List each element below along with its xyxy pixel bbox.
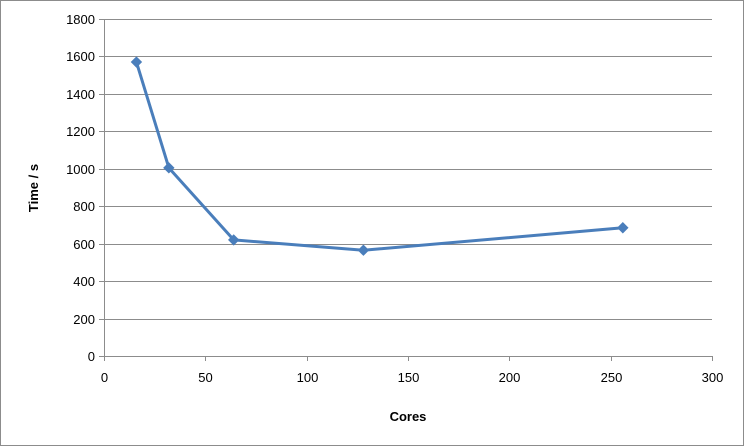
data-point xyxy=(617,222,629,234)
x-axis-title: Cores xyxy=(390,409,427,424)
x-tick-label: 250 xyxy=(601,370,623,385)
x-tick-label: 0 xyxy=(101,370,108,385)
x-tick-label: 100 xyxy=(297,370,319,385)
y-tick-label: 200 xyxy=(73,312,95,327)
data-point xyxy=(163,162,175,174)
tick-labels: 0 200 400 600 800 1000 1200 1400 1600 1800 0 50 100 1… xyxy=(66,12,723,385)
data-point xyxy=(227,234,240,246)
data-series xyxy=(130,56,629,256)
y-tick-label: 1800 xyxy=(66,12,95,27)
y-tick-label: 1000 xyxy=(66,162,95,177)
y-axis-title: Time / s xyxy=(26,164,41,212)
x-tick-label: 150 xyxy=(398,370,420,385)
y-tick-label: 1200 xyxy=(66,124,95,139)
data-point xyxy=(357,244,370,256)
axes xyxy=(99,19,713,361)
y-tick-label: 600 xyxy=(73,237,95,252)
y-tick-label: 1600 xyxy=(66,49,95,64)
x-tick-label: 50 xyxy=(198,370,212,385)
x-tick-label: 200 xyxy=(499,370,521,385)
y-tick-label: 400 xyxy=(73,274,95,289)
data-point xyxy=(130,56,143,68)
series-line xyxy=(134,61,623,252)
x-tick-label: 300 xyxy=(702,370,724,385)
gridlines xyxy=(104,19,712,320)
y-tick-label: 1400 xyxy=(66,87,95,102)
y-tick-label: 0 xyxy=(88,349,95,364)
y-tick-label: 800 xyxy=(73,199,95,214)
